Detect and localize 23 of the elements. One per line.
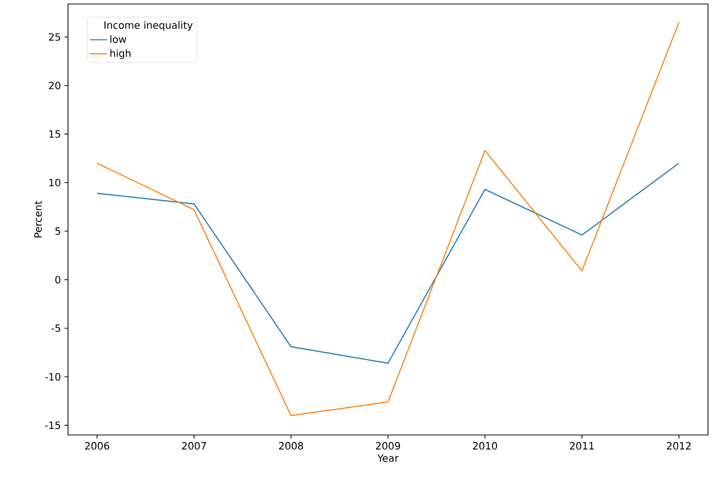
y-axis-title: Percent xyxy=(34,200,42,238)
y-tick-label: 20 xyxy=(49,82,60,90)
x-tick-label: 2009 xyxy=(376,442,400,450)
line-series xyxy=(96,22,680,416)
y-tick-label: 0 xyxy=(55,276,60,284)
y-tick-label: 15 xyxy=(49,130,60,138)
x-tick-label: 2007 xyxy=(182,442,206,450)
legend-label: high xyxy=(110,49,130,59)
legend-title: Income inequality xyxy=(104,21,193,31)
x-axis-title: Year xyxy=(377,454,399,462)
y-tick-label: -15 xyxy=(45,422,60,430)
x-tick-label: 2010 xyxy=(472,442,498,450)
y-tick-label: 25 xyxy=(49,33,60,41)
x-tick-label: 2012 xyxy=(666,442,691,450)
y-tick-label: 5 xyxy=(55,227,60,235)
x-tick-label: 2008 xyxy=(279,442,304,450)
line-series xyxy=(96,162,680,364)
y-tick-label: -10 xyxy=(45,372,60,381)
x-tick-label: 2011 xyxy=(570,442,594,450)
y-tick-label: 10 xyxy=(49,178,60,186)
y-tick-label: -5 xyxy=(52,324,60,332)
x-tick-label: 2006 xyxy=(85,442,110,450)
legend-label: low xyxy=(110,35,126,43)
